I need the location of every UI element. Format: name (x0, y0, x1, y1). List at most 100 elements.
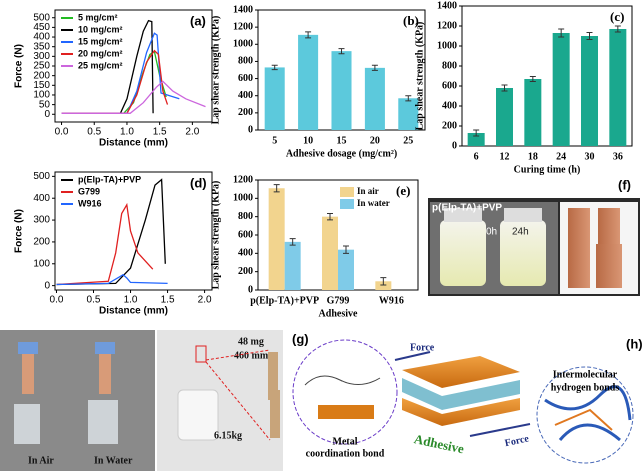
bar (338, 249, 354, 290)
y-tick-label: 1000 (233, 39, 253, 50)
bar (375, 281, 392, 290)
x-tick-label: 20 (370, 135, 380, 146)
y-tick-label: 800 (238, 56, 253, 67)
x-tick-label: 15 (337, 135, 347, 146)
time-label: 0h (486, 227, 497, 238)
y-tick-label: 200 (442, 120, 457, 131)
y-tick-label: 400 (442, 100, 457, 111)
y-tick-label: 0 (44, 109, 50, 120)
photo-tag: p(Elp-TA)+PVP (432, 203, 502, 214)
x-tick-label: 5 (272, 135, 277, 146)
y-tick-label: 500 (33, 12, 50, 23)
y-tick-label: 200 (238, 107, 253, 118)
error-bar (327, 212, 333, 221)
plot-frame (461, 5, 633, 147)
weight-label: 6.15kg (214, 430, 242, 441)
error-bar (273, 184, 280, 193)
y-tick-label: 200 (238, 266, 253, 277)
bar (322, 216, 338, 290)
y-tick-label: 800 (238, 211, 253, 222)
error-bar (271, 64, 278, 71)
x-tick-label: 18 (528, 151, 538, 162)
y-tick-label: 800 (442, 60, 457, 71)
x-axis-label: Adhesive dosage (mg/cm²) (286, 148, 397, 159)
bar (609, 29, 627, 146)
y-axis-label: Lap shear strength (KPa) (210, 181, 221, 290)
error-bar (614, 25, 621, 33)
diagram-h: Metal coordination bond Force Force Adhe… (292, 336, 643, 464)
data-line (56, 202, 154, 286)
diagram-text: Intermolecular (553, 369, 618, 380)
diagram-text: coordination bond (306, 448, 385, 459)
y-tick-label: 600 (238, 73, 253, 84)
x-tick-label: 10 (303, 135, 313, 146)
panel-label: (d) (190, 175, 207, 190)
x-tick-label: 1.0 (120, 127, 134, 138)
legend-label: In air (357, 186, 379, 196)
adhesive-label: Adhesive (413, 431, 466, 456)
bar (467, 133, 485, 146)
x-tick-label: 0.0 (55, 127, 69, 138)
y-tick-label: 50 (39, 99, 51, 110)
photo-f: p(Elp-TA)+PVP 0h 24h (f) (428, 177, 640, 296)
y-tick-label: 450 (33, 22, 50, 33)
y-tick-label: 300 (33, 51, 50, 62)
legend-label: 20 mg/cm² (78, 48, 123, 58)
y-tick-label: 1400 (233, 4, 253, 15)
photo-caption: In Air (28, 455, 54, 466)
error-bar (338, 48, 345, 55)
x-tick-label: 1.0 (124, 295, 138, 306)
bar (284, 241, 301, 290)
x-axis-label: Distance (mm) (99, 306, 168, 317)
y-tick-label: 0 (248, 124, 253, 135)
panel-label: (b) (403, 13, 419, 28)
error-bar (529, 76, 536, 82)
plot-frame (54, 171, 213, 291)
error-bar (558, 28, 565, 38)
error-bar (371, 64, 378, 71)
data-line (61, 49, 169, 114)
mass-label: 48 mg (238, 336, 264, 347)
x-tick-label: 0.0 (50, 295, 64, 306)
x-tick-label: 1.5 (161, 295, 175, 306)
bar (298, 34, 319, 130)
data-line (61, 19, 154, 114)
y-tick-label: 600 (238, 229, 253, 240)
error-bar (473, 129, 480, 137)
y-tick-label: 0 (452, 140, 457, 151)
x-tick-label: 24 (556, 151, 566, 162)
y-tick-label: 400 (238, 248, 253, 259)
x-tick-label: 36 (613, 151, 623, 162)
error-bar (586, 32, 593, 40)
y-tick-label: 200 (33, 70, 50, 81)
bar (264, 67, 285, 130)
y-axis-label: Lap shear strength (KPa) (414, 22, 425, 131)
y-tick-label: 400 (33, 32, 50, 43)
y-tick-label: 200 (33, 237, 50, 248)
y-tick-label: 500 (33, 171, 50, 182)
y-tick-label: 1200 (233, 174, 253, 185)
x-axis-label: Distance (mm) (99, 138, 168, 149)
y-axis-label: Force (N) (14, 209, 25, 253)
error-bar (289, 238, 296, 246)
bar (552, 33, 570, 146)
y-tick-label: 1000 (233, 193, 253, 204)
error-bar (405, 95, 412, 102)
data-line (61, 80, 206, 114)
error-bar (380, 277, 387, 286)
photo-g: In Air In Water 48 mg 460 mm² 6.15kg (g) (0, 330, 309, 471)
area-label: 460 mm² (234, 350, 271, 361)
diagram-text: hydrogen bonds (551, 382, 620, 393)
x-tick-label: 25 (403, 135, 413, 146)
chart-panel: 0 200 400 600 800 1000 1200 1400 Lap shear stren… (210, 4, 426, 159)
x-tick-label: W916 (379, 295, 404, 306)
chart-panel: 0 200 400 600 800 1000 1200 1400 Lap shear stren… (414, 0, 633, 175)
y-tick-label: 100 (33, 258, 50, 269)
y-tick-label: 250 (33, 61, 50, 72)
force-label: Force (410, 342, 435, 353)
panel-label: (g) (292, 331, 309, 346)
y-tick-label: 300 (33, 215, 50, 226)
bar (331, 51, 352, 131)
bar (398, 98, 419, 130)
